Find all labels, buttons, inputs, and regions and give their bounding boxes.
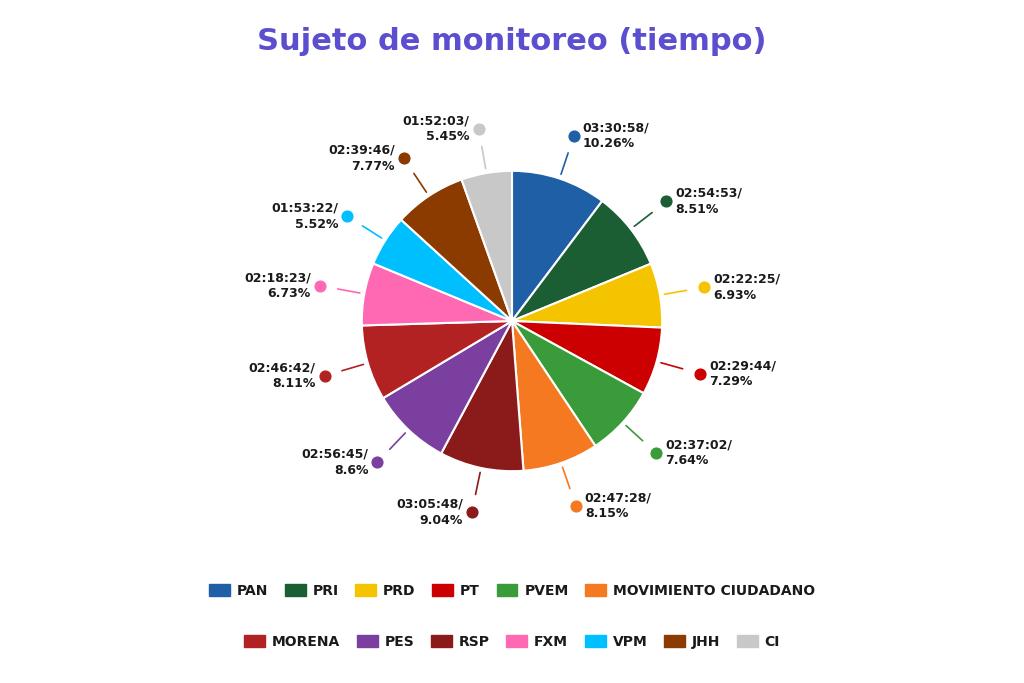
Point [565, 130, 582, 141]
Point [658, 196, 675, 207]
Point [369, 457, 385, 468]
Text: 02:46:42/
8.11%: 02:46:42/ 8.11% [249, 361, 315, 390]
Wedge shape [374, 220, 512, 321]
Text: 01:52:03/
5.45%: 01:52:03/ 5.45% [402, 114, 470, 143]
Point [471, 123, 487, 134]
Text: 03:30:58/
10.26%: 03:30:58/ 10.26% [583, 122, 649, 150]
Text: 02:22:25/
6.93%: 02:22:25/ 6.93% [714, 273, 780, 302]
Point [567, 500, 584, 511]
Text: 01:53:22/
5.52%: 01:53:22/ 5.52% [271, 201, 338, 231]
Point [464, 507, 480, 518]
Point [648, 447, 665, 458]
Text: 02:54:53/
8.51%: 02:54:53/ 8.51% [676, 187, 742, 216]
Text: 02:37:02/
7.64%: 02:37:02/ 7.64% [665, 438, 732, 467]
Text: 02:18:23/
6.73%: 02:18:23/ 6.73% [244, 271, 311, 301]
Wedge shape [401, 180, 512, 321]
Text: 02:56:45/
8.6%: 02:56:45/ 8.6% [301, 448, 369, 477]
Legend: MORENA, PES, RSP, FXM, VPM, JHH, CI: MORENA, PES, RSP, FXM, VPM, JHH, CI [244, 635, 780, 649]
Wedge shape [383, 321, 512, 454]
Wedge shape [512, 321, 644, 446]
Wedge shape [462, 171, 512, 321]
Text: Sujeto de monitoreo (tiempo): Sujeto de monitoreo (tiempo) [257, 27, 767, 56]
Wedge shape [512, 321, 663, 393]
Text: 03:05:48/
9.04%: 03:05:48/ 9.04% [396, 498, 463, 527]
Wedge shape [512, 201, 651, 321]
Point [311, 280, 328, 291]
Point [692, 368, 709, 379]
Wedge shape [512, 321, 595, 471]
Wedge shape [361, 264, 512, 325]
Text: 02:39:46/
7.77%: 02:39:46/ 7.77% [328, 144, 395, 173]
Wedge shape [361, 321, 512, 398]
Point [395, 153, 412, 164]
Point [316, 370, 333, 381]
Wedge shape [512, 264, 663, 328]
Text: 02:47:28/
8.15%: 02:47:28/ 8.15% [585, 491, 651, 520]
Wedge shape [512, 171, 602, 321]
Point [696, 282, 713, 293]
Wedge shape [441, 321, 523, 471]
Point [339, 211, 355, 222]
Legend: PAN, PRI, PRD, PT, PVEM, MOVIMIENTO CIUDADANO: PAN, PRI, PRD, PT, PVEM, MOVIMIENTO CIUD… [209, 583, 815, 598]
Text: 02:29:44/
7.29%: 02:29:44/ 7.29% [709, 359, 776, 388]
